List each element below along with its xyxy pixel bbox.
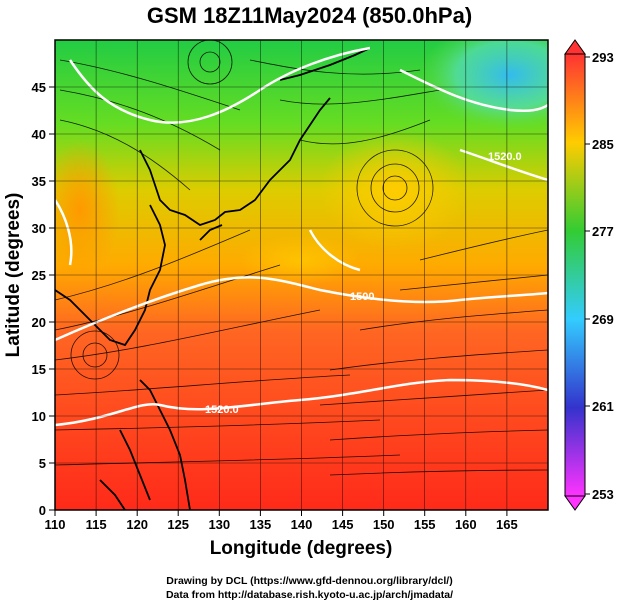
x-tick-label: 130 (208, 517, 230, 532)
y-axis-title: Latitude (degrees) (3, 193, 24, 358)
drawing-credit: Drawing by DCL (https://www.gfd-dennou.o… (166, 575, 453, 587)
x-tick-label: 110 (45, 517, 66, 532)
coastlines (55, 47, 371, 510)
x-tick-label: 120 (126, 517, 148, 532)
colorbar-label: 285 (592, 137, 614, 152)
map-title: GSM 18Z11May2024 (850.0hPa) (146, 3, 473, 28)
temperature-field: 1520.0 1520.0 1500 (55, 40, 548, 510)
colorbar-top-arrow (564, 39, 586, 55)
x-tick-label: 155 (414, 517, 436, 532)
x-tick-label: 115 (86, 517, 107, 532)
streamlines (55, 40, 548, 476)
y-ticks (49, 86, 55, 511)
y-tick-label: 5 (39, 456, 46, 471)
y-tick-label: 30 (32, 221, 46, 236)
x-ticks (54, 510, 508, 516)
colorbar-bottom-arrow (564, 495, 586, 511)
x-tick-label: 135 (250, 517, 272, 532)
colorbar-label: 269 (592, 312, 614, 327)
y-tick-label: 40 (32, 127, 46, 142)
y-tick-label: 20 (32, 315, 46, 330)
colorbar: 293 285 277 269 261 253 (564, 39, 614, 511)
y-tick-label: 45 (32, 80, 46, 95)
colorbar-label: 253 (592, 487, 614, 502)
x-axis-title: Longitude (degrees) (210, 538, 393, 559)
y-tick-label: 25 (32, 268, 46, 283)
map-figure: 1520.0 1520.0 1500 110 115 120 125 130 1… (3, 39, 614, 559)
contour-label: 1500 (350, 291, 374, 303)
y-tick-label: 10 (32, 409, 46, 424)
x-tick-label: 145 (332, 517, 354, 532)
x-tick-label: 125 (167, 517, 189, 532)
contour-label: 1520.0 (205, 404, 239, 416)
x-tick-label: 150 (373, 517, 395, 532)
x-tick-label: 140 (291, 517, 313, 532)
data-source-credit: Data from http://database.rish.kyoto-u.a… (165, 589, 454, 601)
colorbar-label: 277 (592, 224, 614, 239)
contour-label: 1520.0 (488, 151, 522, 163)
y-tick-label: 0 (39, 503, 46, 518)
y-tick-label: 35 (32, 174, 46, 189)
y-tick-label: 15 (32, 362, 46, 377)
colorbar-scale (564, 53, 586, 497)
colorbar-label: 293 (592, 50, 614, 65)
x-tick-label: 160 (455, 517, 477, 532)
height-contours (55, 46, 548, 427)
x-tick-label: 165 (496, 517, 518, 532)
grid-lines (55, 40, 548, 510)
colorbar-label: 261 (592, 399, 614, 414)
